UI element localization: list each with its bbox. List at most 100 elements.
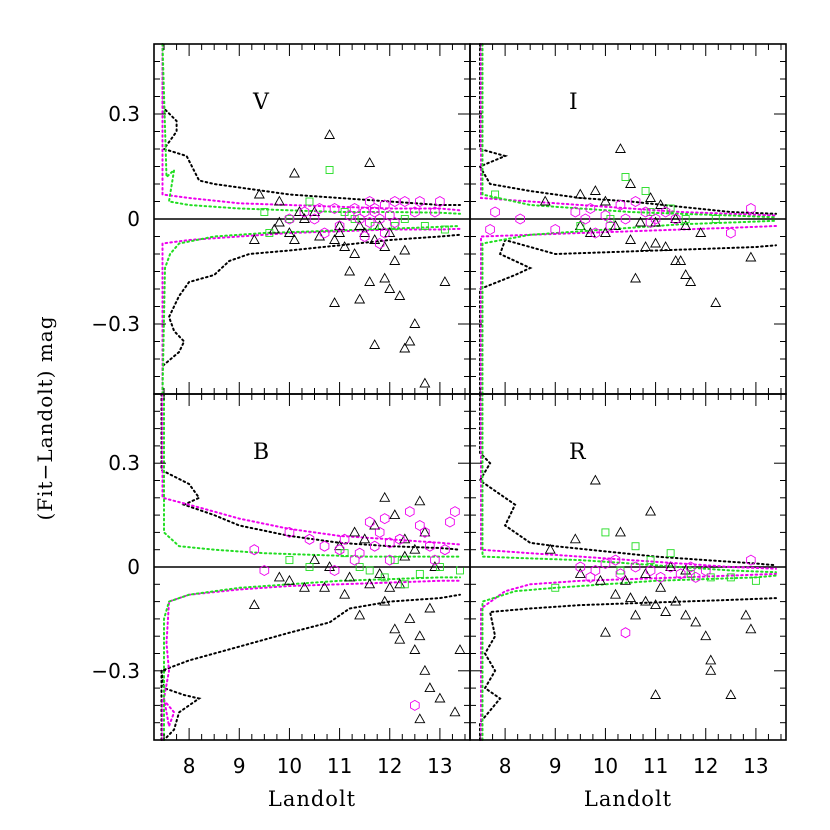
panel-frame xyxy=(469,393,787,741)
point-hexagon xyxy=(660,206,671,218)
envelope-black-4 xyxy=(160,669,202,741)
point-hexagon xyxy=(354,547,365,559)
point-triangle xyxy=(324,561,336,571)
point-triangle xyxy=(399,550,411,561)
point-triangle xyxy=(374,567,386,578)
envelope-black-3 xyxy=(160,593,461,741)
envelope-green-6 xyxy=(163,576,461,741)
point-square xyxy=(440,225,449,234)
point-triangle xyxy=(419,526,431,537)
point-hexagon xyxy=(685,561,696,573)
point-triangle xyxy=(288,234,300,244)
point-triangle xyxy=(359,227,371,237)
point-triangle xyxy=(424,602,436,613)
point-hexagon xyxy=(640,206,651,218)
point-triangle xyxy=(625,234,637,244)
point-triangle xyxy=(379,595,391,606)
point-triangle xyxy=(409,543,421,554)
point-square xyxy=(400,215,409,223)
envelope-black-3 xyxy=(161,233,461,395)
y-tick-label: 0.3 xyxy=(108,102,140,126)
point-triangle xyxy=(349,248,361,258)
point-triangle xyxy=(599,227,611,237)
point-hexagon xyxy=(410,206,420,218)
point-hexagon xyxy=(384,554,395,566)
point-triangle xyxy=(584,227,596,237)
point-triangle xyxy=(655,581,667,592)
point-hexagon xyxy=(615,568,626,580)
point-hexagon xyxy=(485,223,495,236)
point-triangle xyxy=(309,554,321,565)
point-hexagon xyxy=(374,526,385,538)
point-triangle xyxy=(710,297,722,307)
x-tick-label: 12 xyxy=(377,754,402,778)
point-triangle xyxy=(675,255,687,265)
point-triangle xyxy=(414,713,426,724)
point-triangle xyxy=(625,592,637,603)
point-square xyxy=(370,222,379,230)
point-triangle xyxy=(660,606,672,616)
point-square xyxy=(641,187,650,195)
point-triangle xyxy=(414,495,426,506)
envelope-magenta-4 xyxy=(480,225,777,395)
point-square xyxy=(355,563,364,571)
point-triangle xyxy=(630,272,642,283)
point-triangle xyxy=(349,526,361,537)
point-hexagon xyxy=(339,533,350,545)
point-hexagon xyxy=(364,516,375,528)
x-axis-label-right: Landolt xyxy=(584,787,672,811)
point-triangle xyxy=(298,581,310,592)
point-hexagon xyxy=(249,544,260,556)
point-triangle xyxy=(288,167,300,178)
point-hexagon xyxy=(309,213,320,225)
point-hexagon xyxy=(645,216,656,229)
point-triangle xyxy=(569,533,581,544)
point-triangle xyxy=(680,564,692,575)
point-triangle xyxy=(670,595,682,606)
x-tick-label: 8 xyxy=(183,754,196,778)
point-hexagon xyxy=(410,699,420,711)
point-triangle xyxy=(625,178,637,188)
point-triangle xyxy=(374,220,386,230)
point-hexagon xyxy=(645,564,656,577)
point-hexagon xyxy=(420,526,430,538)
x-tick-label: 12 xyxy=(693,754,718,778)
point-hexagon xyxy=(284,213,295,225)
point-square xyxy=(706,573,715,582)
point-hexagon xyxy=(570,206,581,218)
point-triangle xyxy=(364,578,376,589)
point-square xyxy=(400,580,409,589)
point-triangle xyxy=(309,206,321,216)
point-square xyxy=(285,556,294,565)
point-hexagon xyxy=(319,540,330,552)
point-square xyxy=(380,573,389,582)
point-hexagon xyxy=(349,554,360,566)
point-hexagon xyxy=(585,202,596,215)
point-triangle xyxy=(650,599,662,610)
envelope-magenta-4 xyxy=(161,227,461,395)
panel-V: V 0.3 0 −0.3 xyxy=(91,43,471,395)
point-square xyxy=(646,556,655,565)
x-tick-label: 9 xyxy=(549,754,562,778)
x-tick-label: 11 xyxy=(327,754,352,778)
point-triangle xyxy=(574,188,586,199)
envelope-green-2 xyxy=(163,393,461,558)
point-hexagon xyxy=(400,195,410,208)
point-triangle xyxy=(293,206,305,216)
ticks xyxy=(470,44,786,394)
point-hexagon xyxy=(515,213,525,225)
point-triangle xyxy=(384,283,396,293)
point-triangle xyxy=(640,595,652,606)
point-hexagon xyxy=(665,561,676,573)
point-hexagon xyxy=(394,533,405,545)
point-hexagon xyxy=(430,206,440,218)
point-triangle xyxy=(544,543,556,554)
point-triangle xyxy=(384,581,396,592)
point-triangle xyxy=(379,272,391,283)
point-hexagon xyxy=(319,227,330,239)
x-tick-label: 10 xyxy=(593,754,618,778)
point-hexagon xyxy=(384,537,395,549)
point-hexagon xyxy=(650,213,661,225)
point-square xyxy=(681,215,690,223)
